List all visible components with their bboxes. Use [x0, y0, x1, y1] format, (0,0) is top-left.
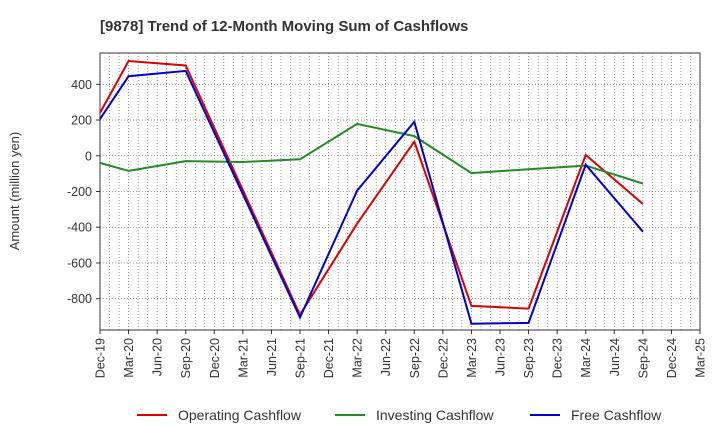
x-tick-label: Dec-21	[322, 338, 336, 378]
legend: Operating Cashflow Investing Cashflow Free…	[137, 407, 662, 423]
x-tick-label: Mar-20	[122, 338, 136, 378]
y-tick-label: -600	[67, 256, 92, 270]
x-tick-label: Dec-19	[94, 338, 108, 378]
y-tick-label: -800	[67, 292, 92, 306]
x-axis: Dec-19 Mar-20 Jun-20 Sep-20 Dec-20 Mar-21 Jun-…	[94, 330, 708, 378]
investing-cashflow-line	[99, 122, 644, 185]
y-tick-label: 200	[71, 114, 92, 128]
x-tick-label: Jun-23	[494, 338, 508, 376]
x-tick-label: Sep-21	[294, 338, 308, 378]
chart-title: [9878] Trend of 12-Month Moving Sum of C…	[100, 18, 468, 35]
x-tick-label: Jun-20	[151, 338, 165, 376]
y-axis: -800 -600 -400 -200 0 200 400	[67, 78, 100, 306]
x-tick-label: Mar-22	[351, 338, 365, 378]
series-lines	[99, 59, 644, 325]
free-cashflow-line	[99, 69, 644, 325]
x-tick-label: Sep-23	[522, 338, 536, 378]
x-tick-label: Mar-21	[236, 338, 250, 378]
legend-label-free-cashflow: Free Cashflow	[571, 407, 662, 423]
y-tick-label: 400	[71, 78, 92, 92]
x-tick-label: Dec-22	[436, 338, 450, 378]
y-axis-label: Amount (million yen)	[7, 132, 22, 251]
x-tick-label: Sep-24	[636, 338, 650, 378]
x-tick-label: Sep-20	[179, 338, 193, 378]
x-tick-label: Jun-24	[608, 338, 622, 376]
x-tick-label: Mar-23	[465, 338, 479, 378]
x-tick-label: Dec-24	[665, 338, 679, 378]
y-tick-label: 0	[85, 149, 92, 163]
x-tick-label: Dec-23	[551, 338, 565, 378]
legend-label-operating-cashflow: Operating Cashflow	[178, 407, 302, 423]
legend-label-investing-cashflow: Investing Cashflow	[376, 407, 494, 423]
x-tick-label: Jun-22	[379, 338, 393, 376]
y-tick-label: -400	[67, 221, 92, 235]
x-tick-label: Jun-21	[265, 338, 279, 376]
x-tick-label: Dec-20	[208, 338, 222, 378]
x-tick-label: Mar-24	[579, 338, 593, 378]
operating-cashflow-line	[99, 59, 644, 317]
y-tick-label: -200	[67, 185, 92, 199]
x-tick-label: Mar-25	[694, 338, 708, 378]
x-tick-label: Sep-22	[408, 338, 422, 378]
